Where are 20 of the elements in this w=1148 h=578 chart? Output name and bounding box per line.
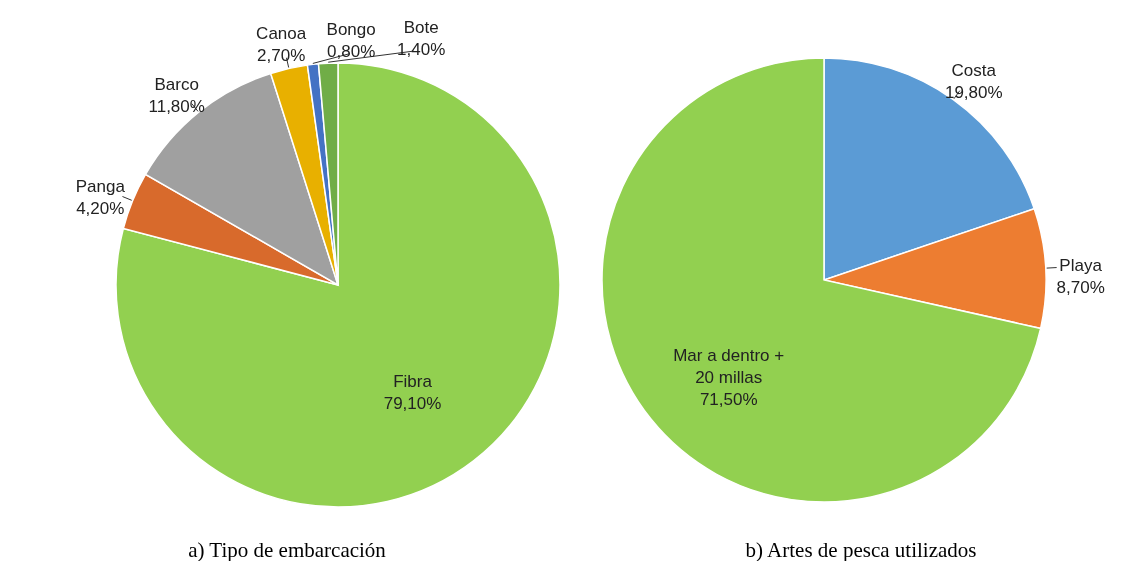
data-label: 19,80% — [944, 83, 1003, 103]
slice-label: Playa — [1059, 256, 1103, 276]
slice-label: Canoa — [256, 24, 307, 44]
text: b) Artes de pesca utilizados — [745, 538, 977, 562]
data-label: 79,10% — [383, 393, 442, 413]
slice-label: Bote — [403, 18, 439, 38]
data-label: 71,50% — [699, 390, 758, 410]
slice-label: Costa — [951, 61, 997, 81]
data-label: 11,80% — [148, 96, 205, 116]
slice-label: Barco — [154, 74, 199, 94]
data-label: 0,80% — [327, 41, 376, 61]
slice-label: Fibra — [393, 371, 433, 391]
data-label: 8,70% — [1056, 278, 1105, 298]
data-label: 2,70% — [257, 46, 306, 66]
slice-label: Bongo — [326, 19, 376, 39]
slice-label: Mar a dentro + 20 millas — [673, 346, 785, 388]
data-label: 4,20% — [76, 199, 125, 219]
data-label: 1,40% — [397, 40, 446, 60]
text: a) Tipo de embarcación — [188, 538, 387, 562]
slice-label: Panga — [75, 177, 126, 197]
